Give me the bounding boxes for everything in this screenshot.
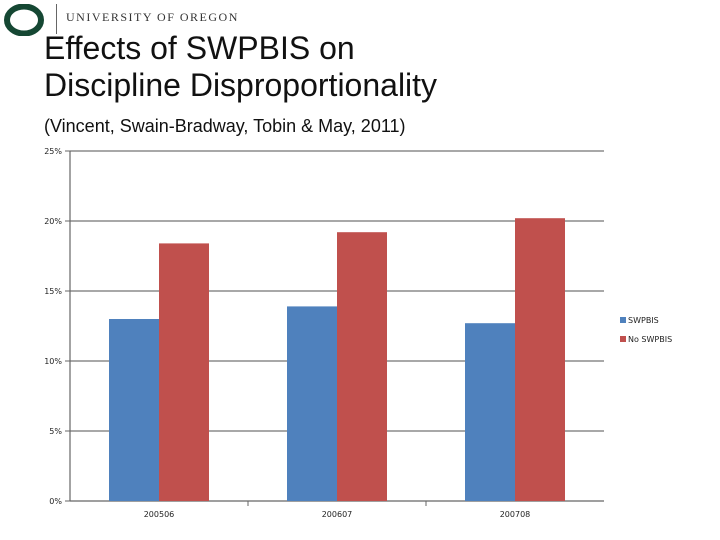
slide-title-line-1: Effects of SWPBIS on: [44, 30, 355, 66]
x-tick-label: 200708: [500, 510, 531, 519]
y-tick-label: 10%: [44, 357, 62, 366]
x-tick-label: 200506: [144, 510, 175, 519]
y-tick-label: 20%: [44, 217, 62, 226]
bar-swpbis-200506: [109, 319, 159, 501]
y-tick-label: 15%: [44, 287, 62, 296]
oregon-o-icon: [4, 4, 44, 36]
university-logo: O: [4, 4, 44, 36]
x-tick-label: 200607: [322, 510, 353, 519]
y-tick-label: 0%: [49, 497, 62, 506]
logo-divider: [56, 4, 57, 34]
legend-label: SWPBIS: [628, 316, 659, 325]
y-tick-label: 5%: [49, 427, 62, 436]
legend-label: No SWPBIS: [628, 335, 672, 344]
legend-swatch: [620, 317, 626, 323]
bar-no-swpbis-200607: [337, 232, 387, 501]
bar-no-swpbis-200708: [515, 218, 565, 501]
bar-no-swpbis-200506: [159, 243, 209, 501]
legend-swatch: [620, 336, 626, 342]
slide-subtitle: (Vincent, Swain-Bradway, Tobin & May, 20…: [44, 116, 406, 136]
slide-title: Effects of SWPBIS on Discipline Dispropo…: [44, 30, 437, 104]
y-tick-label: 25%: [44, 147, 62, 156]
bar-swpbis-200708: [465, 323, 515, 501]
bar-swpbis-200607: [287, 306, 337, 501]
university-name: UNIVERSITY OF OREGON: [66, 10, 239, 24]
slide-title-line-2: Discipline Disproportionality: [44, 67, 438, 103]
